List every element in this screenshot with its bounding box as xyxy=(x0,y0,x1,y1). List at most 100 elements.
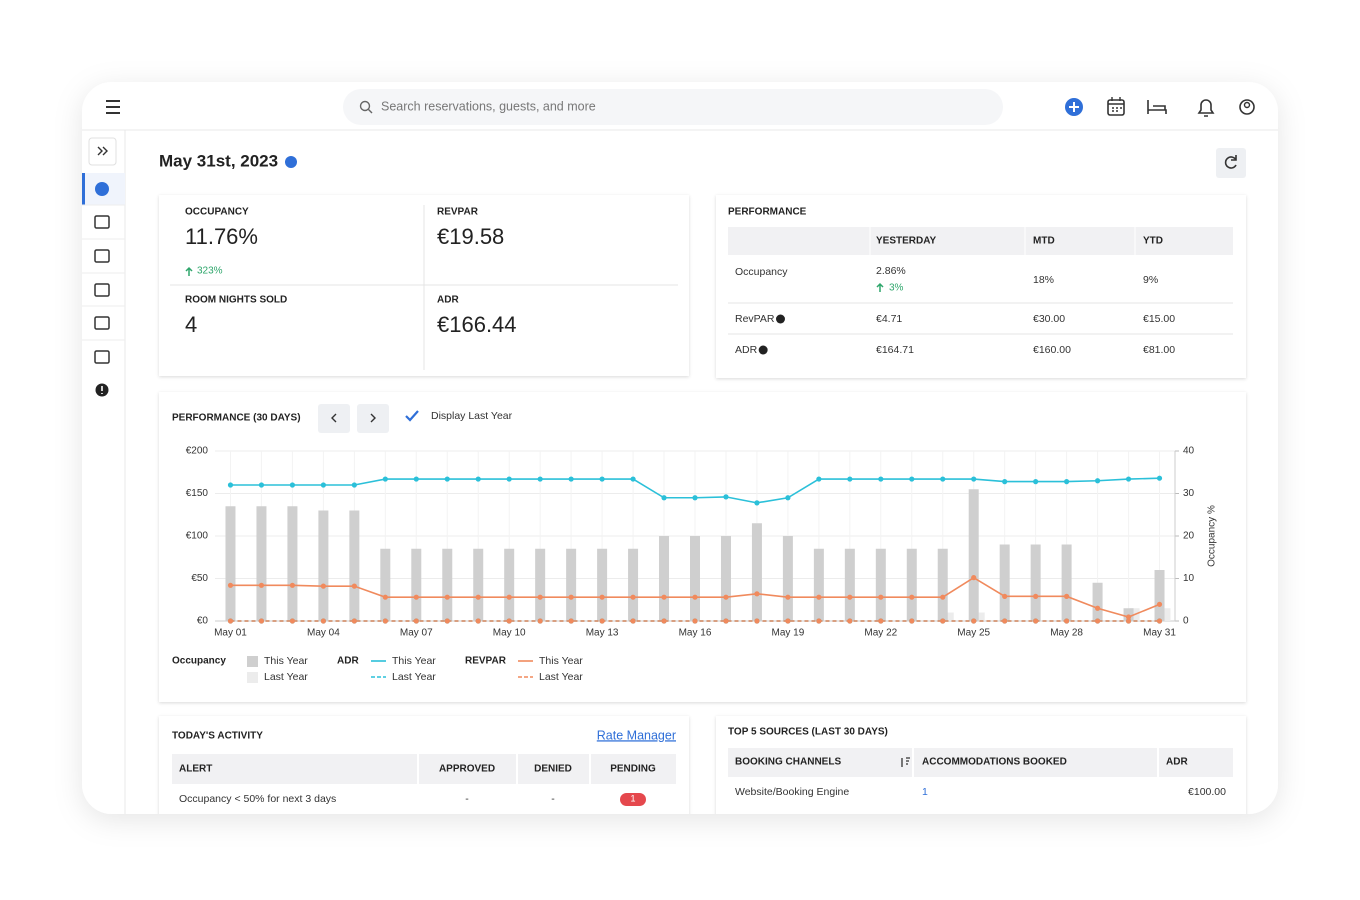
table-header xyxy=(172,754,676,784)
point xyxy=(320,618,326,624)
point xyxy=(444,618,450,624)
point xyxy=(258,618,265,624)
nav-icon[interactable] xyxy=(94,215,110,229)
refresh-button[interactable] xyxy=(1216,148,1246,178)
cell: 2.86% xyxy=(876,265,906,277)
y-tick-label: €100 xyxy=(186,531,209,542)
legend-label: Last Year xyxy=(392,671,436,683)
help-icon xyxy=(758,345,768,355)
point xyxy=(289,482,296,488)
point xyxy=(1094,605,1101,611)
point xyxy=(816,476,822,482)
point xyxy=(258,482,265,488)
table-header xyxy=(728,748,1233,777)
point xyxy=(568,476,574,482)
bar xyxy=(1154,570,1165,621)
point xyxy=(382,476,388,482)
bar xyxy=(380,548,391,621)
x-tick-label: May 16 xyxy=(679,628,712,639)
search-box xyxy=(343,89,1003,125)
point xyxy=(1002,618,1008,624)
point xyxy=(289,582,296,588)
next-button[interactable] xyxy=(357,404,389,433)
cell: €81.00 xyxy=(1143,344,1175,356)
nav-dashboard[interactable] xyxy=(95,182,109,196)
x-tick-label: May 04 xyxy=(307,628,340,639)
toggle-label[interactable]: Display Last Year xyxy=(431,410,513,422)
kpi-label: OCCUPANCY xyxy=(185,207,249,218)
point xyxy=(754,591,760,597)
sort-icon xyxy=(901,757,910,767)
point xyxy=(320,583,326,589)
bar xyxy=(473,548,484,621)
cell: €100.00 xyxy=(1188,786,1226,798)
point xyxy=(413,476,419,482)
column-header: ADR xyxy=(1166,757,1188,768)
point xyxy=(413,594,419,600)
y2-tick-label: 30 xyxy=(1183,488,1195,499)
add-plus xyxy=(1069,102,1079,112)
cell[interactable]: 1 xyxy=(922,786,928,798)
legend-label: This Year xyxy=(264,655,308,667)
kpi-change: 323% xyxy=(197,266,223,277)
point xyxy=(227,582,234,588)
column-header: YESTERDAY xyxy=(876,236,937,247)
point xyxy=(785,618,791,624)
column-header: ALERT xyxy=(179,764,212,775)
point xyxy=(909,618,915,624)
nav-icon[interactable] xyxy=(94,316,110,330)
cell: Website/Booking Engine xyxy=(735,786,849,798)
point xyxy=(692,495,698,501)
point xyxy=(754,618,760,624)
search-placeholder[interactable]: Search reservations, guests, and more xyxy=(381,99,596,113)
point xyxy=(816,618,822,624)
bar xyxy=(937,548,948,621)
cell: €30.00 xyxy=(1033,313,1065,325)
point xyxy=(506,618,512,624)
bar xyxy=(318,510,329,621)
y2-tick-label: 0 xyxy=(1183,616,1189,627)
point xyxy=(537,618,543,624)
point xyxy=(1002,593,1008,599)
legend-swatch xyxy=(247,656,258,667)
y-tick-label: €200 xyxy=(186,446,209,457)
user-icon xyxy=(1239,99,1255,115)
point xyxy=(475,594,481,600)
nav-icon[interactable] xyxy=(94,283,110,297)
legend-label: This Year xyxy=(392,655,436,667)
point xyxy=(227,482,234,488)
point xyxy=(506,476,512,482)
legend-label: Last Year xyxy=(264,671,308,683)
expand-button xyxy=(88,137,117,166)
point xyxy=(599,618,605,624)
point xyxy=(506,594,512,600)
legend-group: REVPAR xyxy=(465,656,507,667)
nav-icon[interactable] xyxy=(94,350,110,364)
bar xyxy=(256,506,267,621)
bar xyxy=(566,548,577,621)
bar xyxy=(597,548,608,621)
cell: €160.00 xyxy=(1033,344,1071,356)
chart-title: PERFORMANCE (30 DAYS) xyxy=(172,413,301,424)
point xyxy=(568,594,574,600)
refresh-icon xyxy=(1224,155,1237,169)
point xyxy=(475,476,481,482)
bar xyxy=(628,548,639,621)
search-icon xyxy=(359,100,371,112)
point xyxy=(382,594,388,600)
cell: €15.00 xyxy=(1143,313,1175,325)
bar xyxy=(1030,544,1041,621)
bar xyxy=(349,510,360,621)
bar xyxy=(720,536,731,621)
point xyxy=(940,618,946,624)
kpi-value: €19.58 xyxy=(437,224,504,249)
bar xyxy=(999,544,1010,621)
kpi-label: ROOM NIGHTS SOLD xyxy=(185,295,287,306)
bar xyxy=(844,548,855,621)
prev-button[interactable] xyxy=(318,404,350,433)
legend-group: ADR xyxy=(337,656,359,667)
point xyxy=(971,575,977,581)
nav-icon[interactable] xyxy=(94,249,110,263)
rate-manager-link[interactable]: Rate Manager xyxy=(597,728,676,742)
